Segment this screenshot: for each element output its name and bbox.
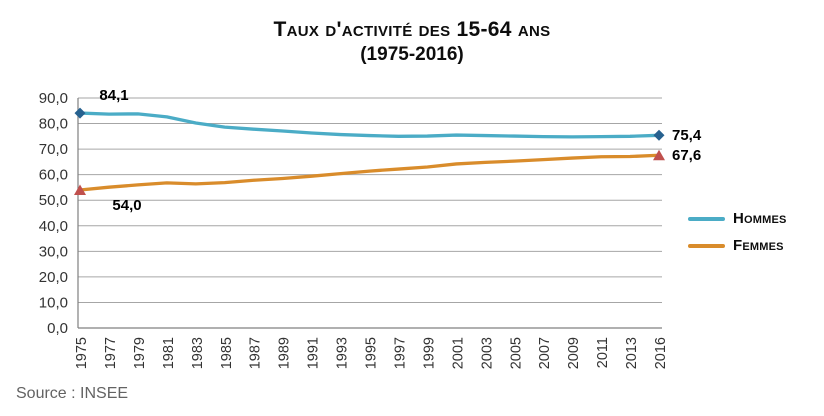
x-axis-label: 1977 <box>103 337 119 369</box>
x-axis-label: 1975 <box>74 337 90 369</box>
data-label-femmes-start: 54,0 <box>112 197 142 214</box>
x-axis-label: 1999 <box>421 337 437 369</box>
x-axis-label: 1995 <box>364 337 380 369</box>
x-axis-label: 1981 <box>161 337 177 369</box>
x-axis-label: 2003 <box>479 337 495 369</box>
femmes-line-swatch-icon <box>688 243 725 248</box>
y-axis-label: 60,0 <box>39 167 68 184</box>
femmes-marker-end <box>653 149 665 161</box>
source-text: Source : INSEE <box>16 385 129 402</box>
y-axis-label: 30,0 <box>39 243 68 260</box>
x-axis-label: 2016 <box>653 337 669 369</box>
y-axis-label: 40,0 <box>39 218 68 235</box>
legend: Hommes Femmes <box>688 205 787 259</box>
x-axis-label: 1979 <box>132 337 148 369</box>
x-axis-label: 1987 <box>248 337 264 369</box>
y-axis-label: 10,0 <box>39 294 68 311</box>
data-label-femmes-end: 67,6 <box>672 147 702 164</box>
y-axis-label: 70,0 <box>39 141 68 158</box>
x-axis-label: 1985 <box>219 337 235 369</box>
data-label-hommes-start: 84,1 <box>99 87 129 104</box>
x-axis-label: 1989 <box>277 337 293 369</box>
x-axis-label: 1993 <box>335 337 351 369</box>
data-label-hommes-end: 75,4 <box>672 127 702 144</box>
x-axis-label: 1991 <box>306 337 322 369</box>
chart-subtitle: (1975-2016) <box>360 44 464 65</box>
x-axis-label: 1983 <box>190 337 206 369</box>
x-axis-label: 2009 <box>566 337 582 369</box>
x-axis-label: 2005 <box>508 337 524 369</box>
y-axis-label: 0,0 <box>47 320 68 337</box>
y-axis-label: 20,0 <box>39 269 68 286</box>
legend-label-hommes: Hommes <box>733 210 787 227</box>
y-axis-label: 80,0 <box>39 116 68 133</box>
y-axis-label: 90,0 <box>39 90 68 107</box>
x-axis-label: 2007 <box>537 337 553 369</box>
legend-label-femmes: Femmes <box>733 237 784 254</box>
x-axis-label: 1997 <box>392 337 408 369</box>
chart-title: Taux d'activité des 15-64 ans <box>273 18 551 41</box>
legend-item-femmes: Femmes <box>688 232 787 259</box>
legend-item-hommes: Hommes <box>688 205 787 232</box>
x-axis-label: 2001 <box>450 337 466 369</box>
x-axis-label: 2011 <box>595 337 611 368</box>
hommes-marker-end <box>653 129 665 141</box>
femmes-line <box>78 153 661 192</box>
femmes-marker-start <box>74 184 86 195</box>
hommes-marker-start <box>74 107 86 119</box>
y-axis-label: 50,0 <box>39 192 68 209</box>
hommes-line <box>78 111 661 139</box>
hommes-line-swatch-icon <box>688 216 725 221</box>
x-axis-label: 2013 <box>624 337 640 369</box>
